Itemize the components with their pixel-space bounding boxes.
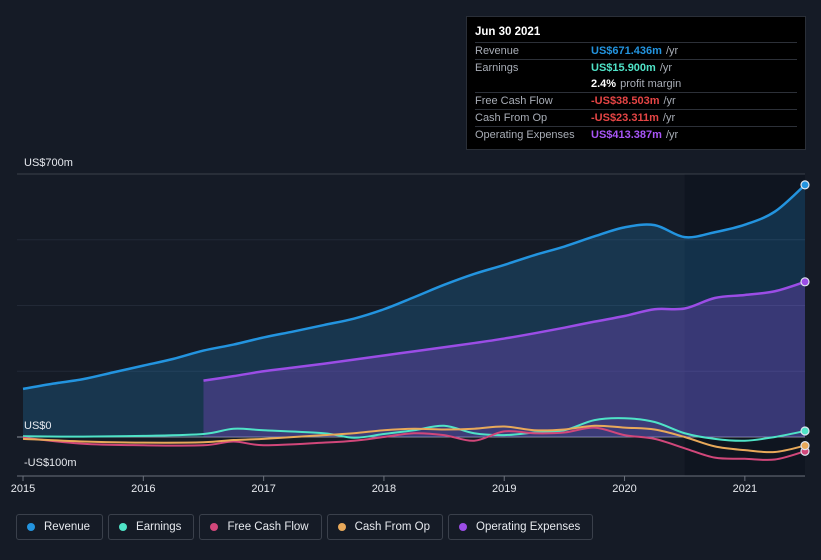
tooltip-value: US$15.900m xyxy=(591,62,656,74)
x-tick-label: 2020 xyxy=(612,483,636,495)
x-tick-label: 2015 xyxy=(11,483,35,495)
earnings-end-marker xyxy=(800,426,810,436)
tooltip-row-profit-margin: 2.4% profit margin xyxy=(475,76,797,92)
tooltip-row-earnings: Earnings US$15.900m /yr xyxy=(475,59,797,76)
legend-dot-icon xyxy=(337,523,346,531)
tooltip-panel: Jun 30 2021 Revenue US$671.436m /yr Earn… xyxy=(466,16,806,150)
tooltip-label: Operating Expenses xyxy=(475,129,575,141)
operating-expenses-area xyxy=(203,281,806,437)
operating-expenses-line xyxy=(203,280,806,382)
tooltip-unit: /yr xyxy=(663,95,676,107)
x-tick-label: 2017 xyxy=(251,483,275,495)
legend-label: Cash From Op xyxy=(354,521,431,533)
tooltip-unit: /yr xyxy=(659,62,673,74)
series-areas xyxy=(23,184,806,437)
cash-from-op-line xyxy=(22,424,806,454)
operating-expenses-end-marker xyxy=(800,277,810,287)
tooltip-label: Earnings xyxy=(475,62,519,74)
series-lines xyxy=(22,183,806,461)
free-cash-flow-line xyxy=(22,426,806,461)
y-label-top: US$700m xyxy=(24,157,73,169)
tooltip-row-cash-from-op: Cash From Op -US$23.311m /yr xyxy=(475,109,797,126)
legend-item-revenue[interactable]: Revenue xyxy=(16,514,104,540)
tooltip-row-free-cash-flow: Free Cash Flow -US$38.503m /yr xyxy=(475,92,797,109)
x-tick-label: 2016 xyxy=(131,483,155,495)
legend-item-free-cash-flow[interactable]: Free Cash Flow xyxy=(199,514,322,540)
x-tick-label: 2019 xyxy=(492,483,516,495)
legend-item-cash-from-op[interactable]: Cash From Op xyxy=(326,514,444,540)
x-tick-label: 2021 xyxy=(733,483,757,495)
legend-dot-icon xyxy=(27,523,35,531)
tooltip-unit: /yr xyxy=(665,129,679,141)
tooltip-unit: /yr xyxy=(662,112,676,124)
tooltip-label: Free Cash Flow xyxy=(475,95,553,107)
tooltip-row-operating-expenses: Operating Expenses US$413.387m /yr xyxy=(475,126,797,143)
revenue-end-marker xyxy=(800,180,810,190)
x-axis-ticks: 2015 2016 2017 2018 2019 2020 2021 xyxy=(11,476,757,495)
y-label-zero: US$0 xyxy=(24,420,52,432)
tooltip-unit: /yr xyxy=(665,45,679,57)
revenue-area xyxy=(23,184,806,437)
earnings-line xyxy=(23,417,806,442)
x-tick-label: 2018 xyxy=(372,483,396,495)
tooltip-label xyxy=(475,76,591,92)
tooltip-value: US$671.436m xyxy=(591,45,662,57)
legend-label: Earnings xyxy=(136,521,182,533)
tooltip-label: Revenue xyxy=(475,45,520,57)
legend-dot-icon xyxy=(119,523,128,531)
tooltip-date: Jun 30 2021 xyxy=(475,26,541,38)
tooltip-value: US$413.387m xyxy=(591,129,662,141)
tooltip-value: -US$38.503m xyxy=(591,95,660,107)
tooltip-row-revenue: Revenue US$671.436m /yr xyxy=(475,42,797,59)
grid-lines xyxy=(17,173,805,438)
cash-from-op-end-marker xyxy=(800,441,810,451)
end-markers xyxy=(800,180,810,456)
tooltip-value: -US$23.311m xyxy=(591,112,659,124)
legend-dot-icon xyxy=(459,523,468,531)
legend-label: Operating Expenses xyxy=(476,521,581,533)
legend-item-operating-expenses[interactable]: Operating Expenses xyxy=(448,514,594,540)
chart-legend: Revenue Earnings Free Cash Flow Cash Fro… xyxy=(16,514,594,542)
legend-item-earnings[interactable]: Earnings xyxy=(108,514,195,540)
legend-dot-icon xyxy=(210,523,219,531)
revenue-line xyxy=(22,183,806,391)
legend-label: Revenue xyxy=(44,521,91,533)
y-label-bottom: -US$100m xyxy=(24,457,77,469)
legend-label: Free Cash Flow xyxy=(227,521,309,533)
tooltip-unit: profit margin xyxy=(620,78,682,90)
tooltip-value: 2.4% xyxy=(591,78,617,90)
tooltip-label: Cash From Op xyxy=(475,112,548,124)
